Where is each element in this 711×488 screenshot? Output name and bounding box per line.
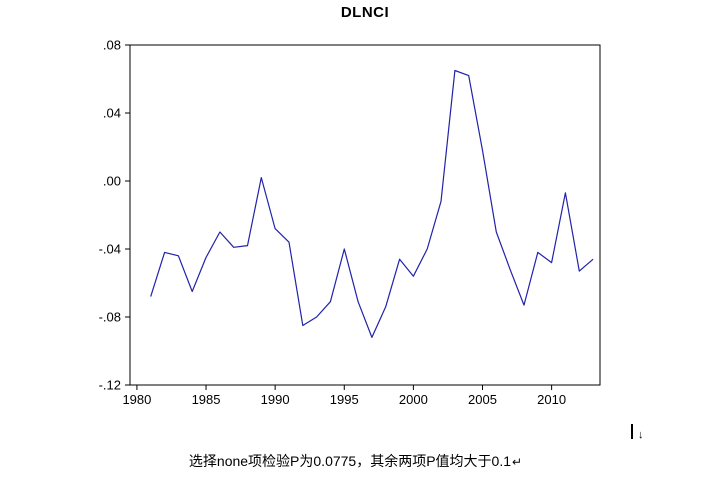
svg-text:-.04: -.04 [99,242,121,257]
caption: 选择none项检验P为0.0775，其余两项P值均大于0.1↵ [0,451,711,471]
svg-text:2000: 2000 [399,392,428,407]
svg-text:1990: 1990 [261,392,290,407]
svg-text:2010: 2010 [537,392,566,407]
svg-text:1980: 1980 [122,392,151,407]
line-break-mark-icon: ↵ [512,455,523,469]
chart-title: DLNCI [340,4,390,21]
svg-text:1985: 1985 [192,392,221,407]
caption-text: 选择none项检验P为0.0775，其余两项P值均大于0.1 [188,453,512,469]
svg-text:.04: .04 [103,106,121,121]
svg-text:.00: .00 [103,174,121,189]
svg-text:2005: 2005 [468,392,497,407]
svg-text:.08: .08 [103,38,121,53]
down-arrow-mark-icon: ↓ [637,429,644,441]
svg-text:-.12: -.12 [99,378,121,393]
svg-text:1995: 1995 [330,392,359,407]
cursor-bar [631,424,633,439]
svg-text:-.08: -.08 [99,310,121,325]
text-cursor: ↓ [631,424,643,442]
